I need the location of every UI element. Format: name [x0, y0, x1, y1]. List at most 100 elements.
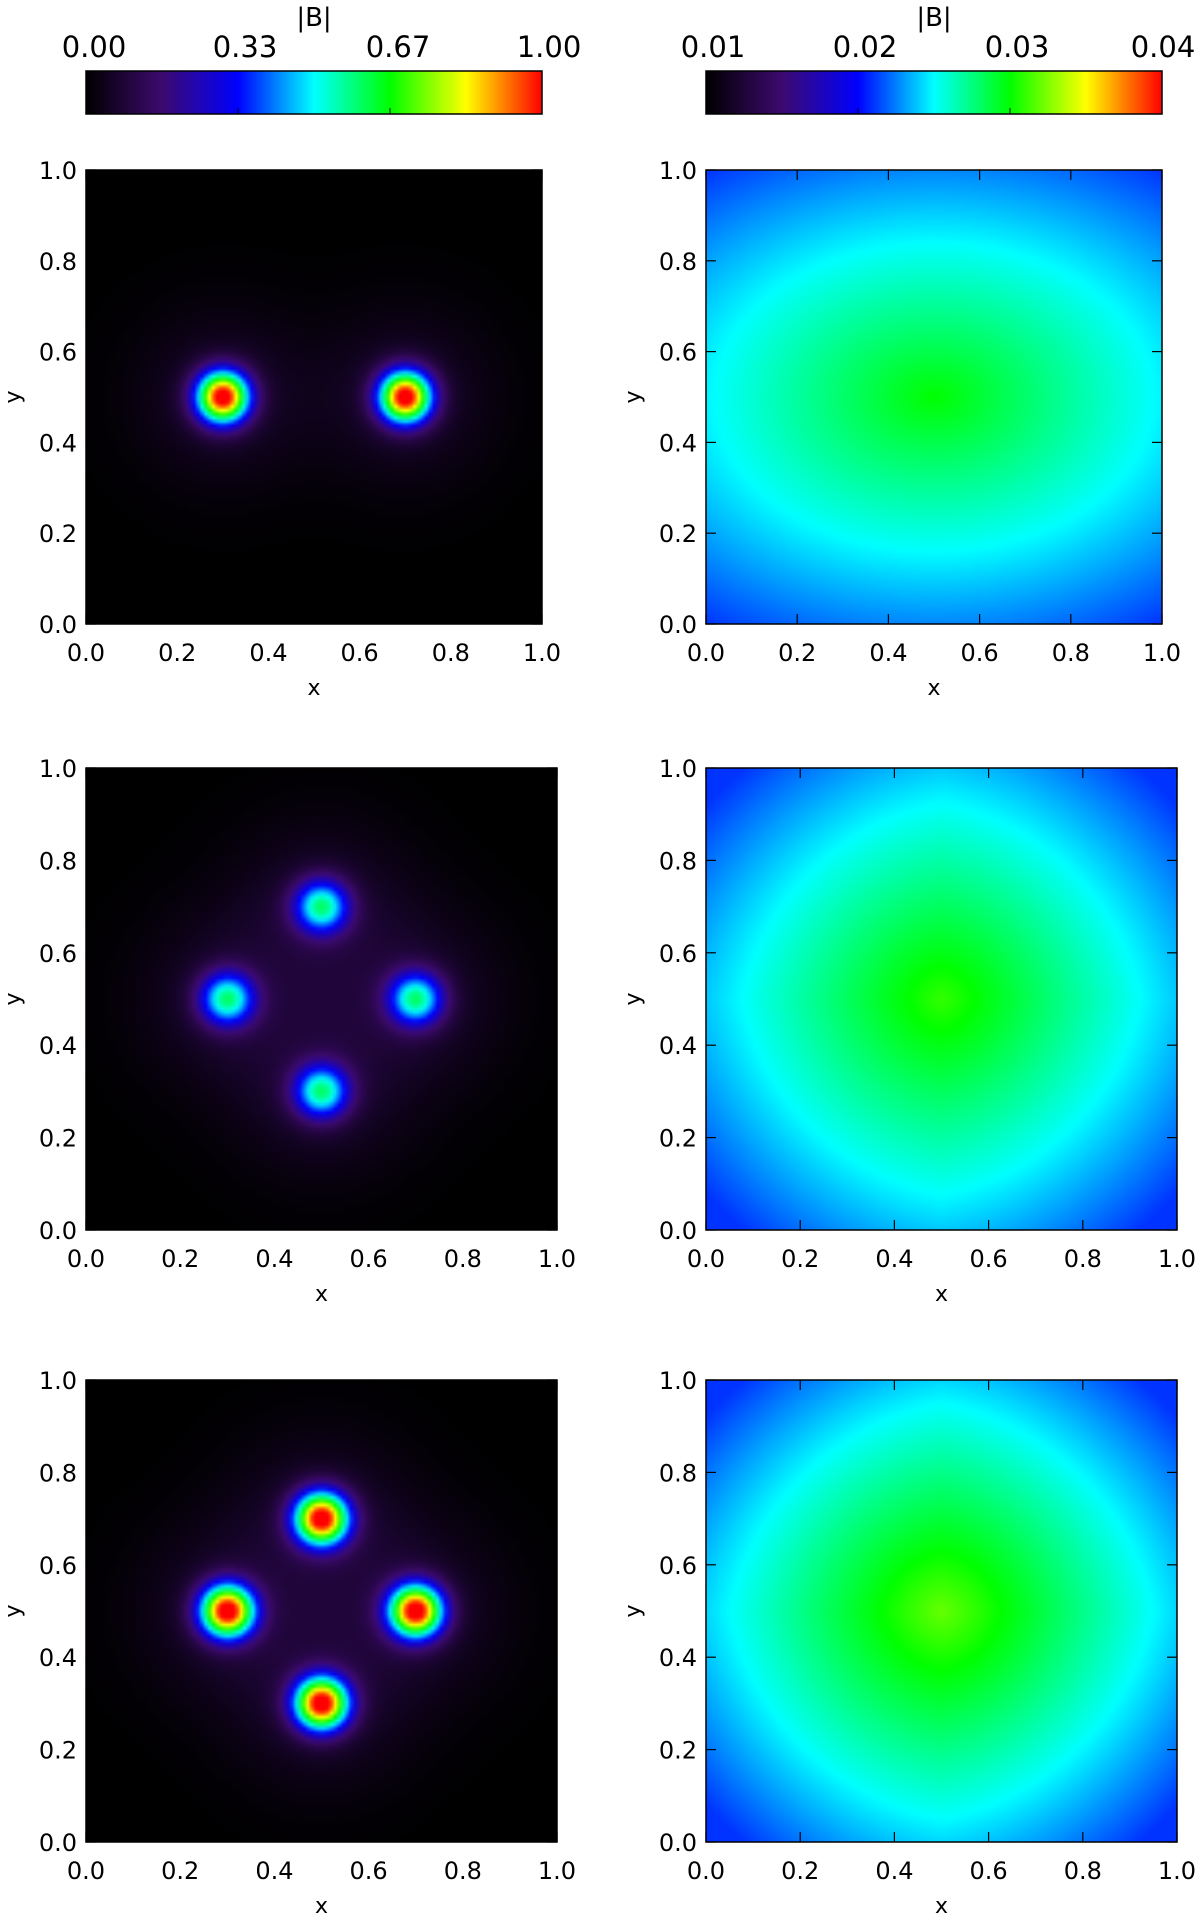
x-tick-label: 1.0 — [1158, 1245, 1196, 1273]
x-tick-label: 0.2 — [778, 639, 816, 667]
y-tick-label: 1.0 — [39, 157, 77, 185]
x-axis-label: x — [307, 676, 320, 701]
x-tick-label: 1.0 — [523, 639, 561, 667]
heatmap-image — [86, 170, 542, 624]
y-tick-label: 0.6 — [39, 940, 77, 968]
plot-frame — [705, 767, 1178, 1231]
y-tick-label: 0.2 — [659, 1737, 697, 1765]
y-tick-label: 0.2 — [39, 520, 77, 548]
colorbar-1-tick-label: 0.67 — [366, 30, 431, 64]
y-tick-label: 1.0 — [659, 755, 697, 783]
y-axis-label: y — [621, 992, 646, 1005]
x-tick-label: 0.0 — [67, 1245, 105, 1273]
y-tick-label: 0.2 — [659, 520, 697, 548]
y-tick-label: 0.2 — [39, 1125, 77, 1153]
y-tick-label: 0.6 — [659, 940, 697, 968]
y-tick-label: 0.8 — [39, 847, 77, 875]
y-tick-label: 0.6 — [659, 339, 697, 367]
plot-frame — [85, 1379, 558, 1843]
heatmap-image — [86, 768, 557, 1230]
x-tick-label: 0.0 — [67, 1857, 105, 1885]
y-axis-label: y — [621, 1604, 646, 1617]
heatmap-image — [706, 1380, 1177, 1842]
y-tick-label: 0.8 — [659, 248, 697, 276]
x-axis-label: x — [935, 1894, 948, 1919]
x-tick-label: 0.2 — [781, 1245, 819, 1273]
colorbar-1-tick-label: 0.33 — [213, 30, 278, 64]
colorbar-2-title: |B| — [916, 3, 951, 33]
x-tick-label: 0.6 — [970, 1857, 1008, 1885]
y-tick-label: 0.0 — [659, 1217, 697, 1245]
plot-frame — [85, 767, 558, 1231]
x-tick-label: 0.8 — [1052, 639, 1090, 667]
plot-frame — [705, 169, 1163, 625]
x-tick-label: 0.8 — [1064, 1245, 1102, 1273]
y-tick-label: 0.0 — [39, 1829, 77, 1857]
colorbar-1 — [85, 70, 543, 115]
x-tick-label: 0.0 — [687, 1857, 725, 1885]
x-tick-label: 1.0 — [538, 1245, 576, 1273]
x-axis-label: x — [935, 1282, 948, 1307]
x-tick-label: 0.8 — [444, 1245, 482, 1273]
x-tick-label: 0.4 — [255, 1857, 293, 1885]
heatmap-panel-bottom-right — [705, 1379, 1178, 1843]
colorbar-1-tick-label: 1.00 — [517, 30, 582, 64]
x-tick-label: 0.6 — [350, 1245, 388, 1273]
y-tick-label: 0.6 — [39, 339, 77, 367]
y-tick-label: 0.4 — [39, 1032, 77, 1060]
y-tick-label: 0.4 — [659, 429, 697, 457]
y-tick-label: 0.0 — [39, 611, 77, 639]
heatmap-image — [86, 1380, 557, 1842]
y-axis-label: y — [1, 390, 26, 403]
colorbar-2-tick-label: 0.04 — [1131, 30, 1196, 64]
heatmap-panel-top-left — [85, 169, 543, 625]
y-tick-label: 1.0 — [659, 157, 697, 185]
x-tick-label: 0.0 — [67, 639, 105, 667]
y-tick-label: 0.8 — [659, 847, 697, 875]
y-tick-label: 1.0 — [39, 1367, 77, 1395]
y-tick-label: 0.0 — [659, 611, 697, 639]
y-tick-label: 0.8 — [39, 248, 77, 276]
colorbar-2-tick-label: 0.02 — [833, 30, 898, 64]
x-tick-label: 1.0 — [538, 1857, 576, 1885]
y-tick-label: 0.4 — [659, 1644, 697, 1672]
x-tick-label: 0.4 — [875, 1857, 913, 1885]
x-axis-label: x — [927, 676, 940, 701]
heatmap-panel-middle-left — [85, 767, 558, 1231]
x-axis-label: x — [315, 1894, 328, 1919]
x-tick-label: 0.2 — [161, 1245, 199, 1273]
y-tick-label: 0.0 — [39, 1217, 77, 1245]
x-tick-label: 0.0 — [687, 639, 725, 667]
plot-frame — [705, 1379, 1178, 1843]
y-tick-label: 0.4 — [39, 429, 77, 457]
y-axis-label: y — [1, 992, 26, 1005]
x-tick-label: 0.8 — [444, 1857, 482, 1885]
y-axis-label: y — [1, 1604, 26, 1617]
x-tick-label: 0.4 — [249, 639, 287, 667]
y-tick-label: 0.0 — [659, 1829, 697, 1857]
x-tick-label: 0.8 — [1064, 1857, 1102, 1885]
y-tick-label: 0.2 — [659, 1125, 697, 1153]
x-tick-label: 0.4 — [255, 1245, 293, 1273]
x-axis-label: x — [315, 1282, 328, 1307]
plot-frame — [85, 169, 543, 625]
heatmap-panel-middle-right — [705, 767, 1178, 1231]
x-tick-label: 0.0 — [687, 1245, 725, 1273]
x-tick-label: 0.6 — [350, 1857, 388, 1885]
x-tick-label: 0.2 — [158, 639, 196, 667]
x-tick-label: 0.2 — [161, 1857, 199, 1885]
x-tick-label: 0.2 — [781, 1857, 819, 1885]
colorbar-1-tick-label: 0.00 — [62, 30, 127, 64]
y-tick-label: 1.0 — [39, 755, 77, 783]
heatmap-image — [706, 170, 1162, 624]
heatmap-image — [706, 768, 1177, 1230]
y-tick-label: 0.8 — [39, 1459, 77, 1487]
y-tick-label: 0.6 — [39, 1552, 77, 1580]
y-tick-label: 0.8 — [659, 1459, 697, 1487]
heatmap-panel-bottom-left — [85, 1379, 558, 1843]
colorbar-1-title: |B| — [296, 3, 331, 33]
x-tick-label: 1.0 — [1143, 639, 1181, 667]
x-tick-label: 1.0 — [1158, 1857, 1196, 1885]
x-tick-label: 0.4 — [875, 1245, 913, 1273]
